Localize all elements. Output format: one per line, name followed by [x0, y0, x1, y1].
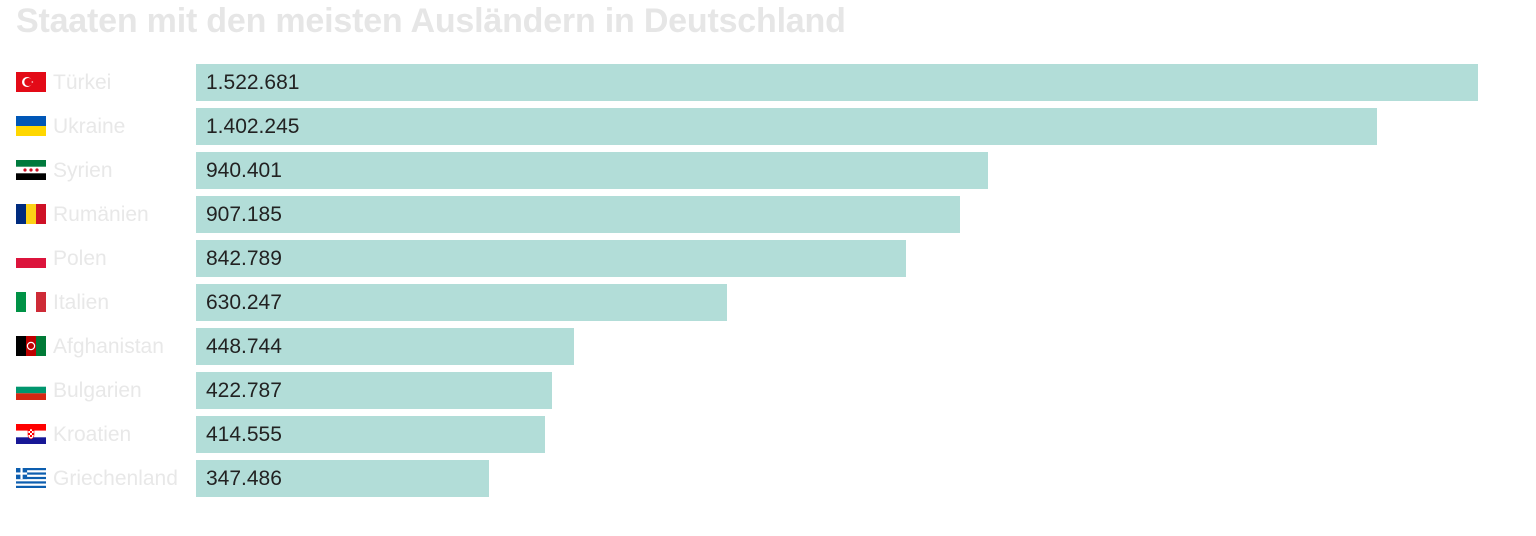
poland-flag-icon [16, 248, 46, 268]
bar [196, 328, 574, 365]
bar [196, 240, 906, 277]
bar-row: Syrien 940.401 [0, 152, 1536, 189]
bar [196, 460, 489, 497]
bar [196, 372, 552, 409]
category-label: Afghanistan [53, 335, 164, 358]
category-label: Türkei [53, 71, 112, 94]
bar-row: Ukraine 1.402.245 [0, 108, 1536, 145]
data-label: 422.787 [206, 379, 282, 402]
bar-row: Kroatien 414.555 [0, 416, 1536, 453]
bar [196, 108, 1377, 145]
bar-row: Rumänien 907.185 [0, 196, 1536, 233]
bar [196, 284, 727, 321]
chart-title: Staaten mit den meisten Ausländern in De… [16, 2, 846, 40]
data-label: 907.185 [206, 203, 282, 226]
bar [196, 152, 988, 189]
bar [196, 64, 1478, 101]
category-label: Bulgarien [53, 379, 142, 402]
greece-flag-icon [16, 468, 46, 488]
data-label: 630.247 [206, 291, 282, 314]
bar-row: Italien 630.247 [0, 284, 1536, 321]
category-label: Polen [53, 247, 107, 270]
afghanistan-flag-icon [16, 336, 46, 356]
bar-row: Afghanistan 448.744 [0, 328, 1536, 365]
data-label: 1.402.245 [206, 115, 300, 138]
bar [196, 416, 545, 453]
italy-flag-icon [16, 292, 46, 312]
ukraine-flag-icon [16, 116, 46, 136]
bar-row: Bulgarien 422.787 [0, 372, 1536, 409]
croatia-flag-icon [16, 424, 46, 444]
bar-row: Polen 842.789 [0, 240, 1536, 277]
category-label: Rumänien [53, 203, 149, 226]
bar-row: Türkei 1.522.681 [0, 64, 1536, 101]
category-label: Ukraine [53, 115, 126, 138]
romania-flag-icon [16, 204, 46, 224]
data-label: 1.522.681 [206, 71, 300, 94]
data-label: 940.401 [206, 159, 282, 182]
data-label: 347.486 [206, 467, 282, 490]
data-label: 414.555 [206, 423, 282, 446]
category-label: Syrien [53, 159, 113, 182]
data-label: 448.744 [206, 335, 282, 358]
bar-row: Griechenland 347.486 [0, 460, 1536, 497]
category-label: Kroatien [53, 423, 132, 446]
category-label: Italien [53, 291, 110, 314]
bulgaria-flag-icon [16, 380, 46, 400]
syria-flag-icon [16, 160, 46, 180]
turkey-flag-icon [16, 72, 46, 92]
category-label: Griechenland [53, 467, 178, 490]
bar [196, 196, 960, 233]
data-label: 842.789 [206, 247, 282, 270]
